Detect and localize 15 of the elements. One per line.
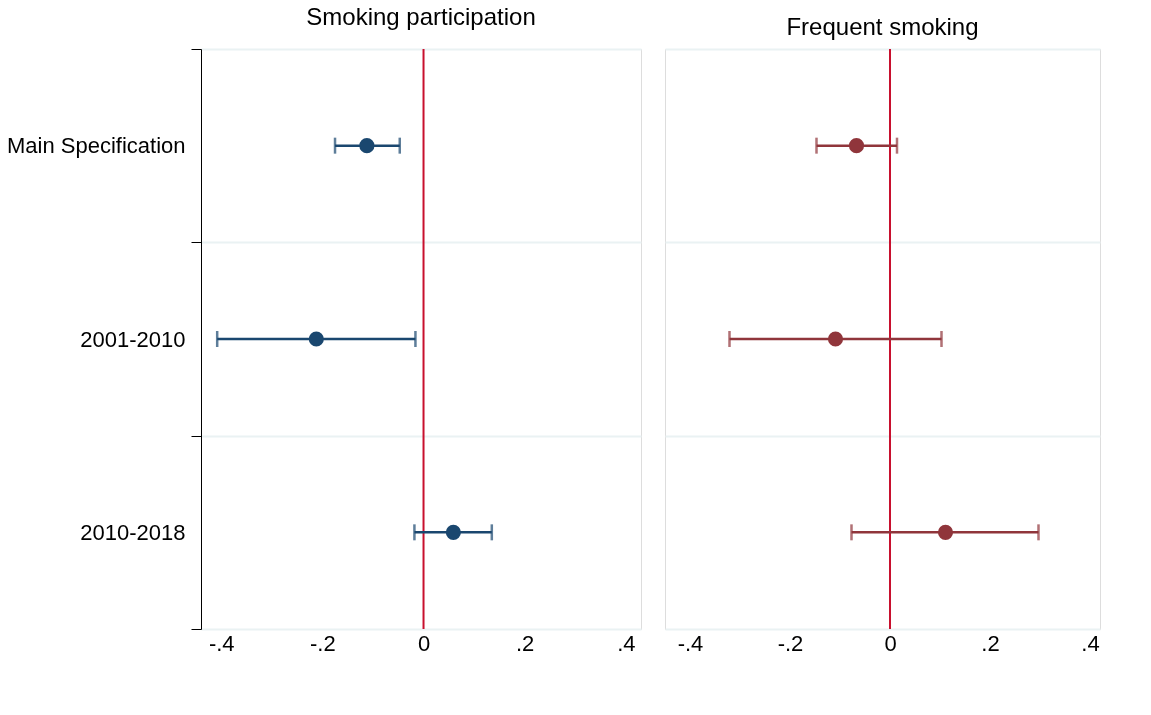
y-tick-label: 2001-2010 bbox=[80, 326, 186, 352]
x-tick-label: .2 bbox=[516, 630, 535, 656]
x-tick-label: -.4 bbox=[208, 630, 235, 656]
y-tick-label: 2010-2018 bbox=[80, 519, 186, 545]
x-tick-label: .4 bbox=[1081, 630, 1100, 656]
x-tick-label: -.2 bbox=[777, 630, 804, 656]
chart-title: Frequent smoking bbox=[786, 13, 979, 40]
chart-title: Smoking participation bbox=[306, 3, 536, 30]
x-tick-label: .2 bbox=[981, 630, 1000, 656]
x-tick-label: -.4 bbox=[677, 630, 704, 656]
x-tick-label: .4 bbox=[617, 630, 636, 656]
y-tick-label: Main Specification bbox=[6, 133, 186, 159]
x-tick-label: 0 bbox=[884, 630, 897, 656]
x-tick-label: -.2 bbox=[310, 630, 336, 656]
x-tick-label: 0 bbox=[417, 630, 431, 656]
